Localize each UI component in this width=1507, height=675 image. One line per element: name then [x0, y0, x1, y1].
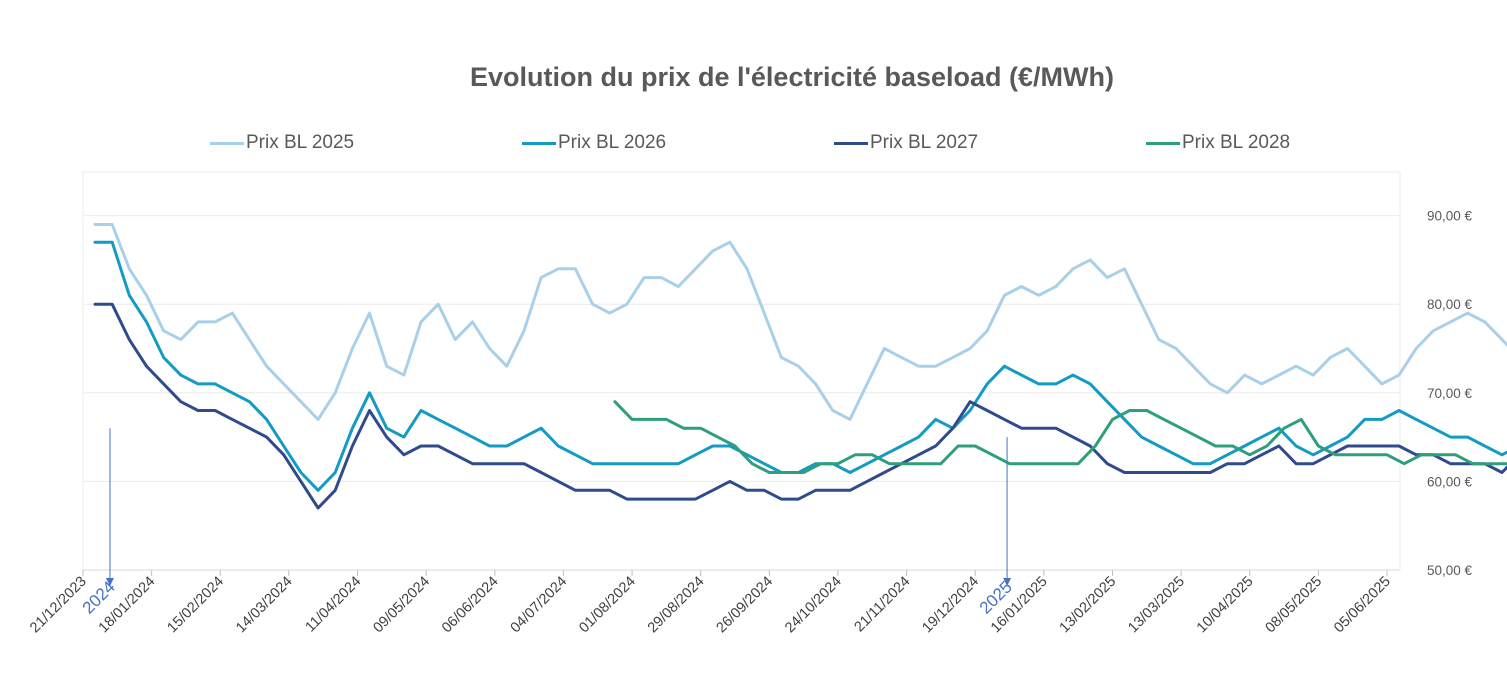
x-tick-label: 13/03/2025 — [1125, 574, 1188, 637]
legend-swatch-2025 — [210, 141, 244, 145]
x-tick-label: 04/07/2024 — [508, 574, 571, 637]
y-tick-label: 90,00 € — [1427, 209, 1473, 224]
legend-item-2026: Prix BL 2026 — [522, 132, 666, 154]
series-line-prix-bl-2027 — [93, 302, 1507, 510]
x-axis: 21/12/2023 18/01/2024 15/02/2024 14/03/2024… — [27, 569, 1400, 637]
legend-label-2027: Prix BL 2027 — [870, 132, 979, 153]
chart-title: Evolution du prix de l'électricité basel… — [469, 62, 1115, 92]
annotation-arrowhead — [1003, 578, 1012, 586]
series-line-prix-bl-2025 — [93, 223, 1507, 421]
x-tick-label: 11/04/2024 — [302, 574, 364, 636]
x-tick-label: 29/08/2024 — [645, 574, 708, 637]
legend-label-2026: Prix BL 2026 — [558, 132, 667, 153]
y-tick-label: 70,00 € — [1427, 386, 1473, 401]
legend: Prix BL 2025 Prix BL 2026 Prix BL 2027 P… — [0, 132, 1507, 160]
x-tick-label: 05/06/2025 — [1331, 574, 1394, 637]
x-tick-label: 24/10/2024 — [782, 574, 845, 637]
x-tick-label: 14/03/2024 — [233, 574, 296, 637]
series-lines — [93, 223, 1507, 510]
annotation-arrowhead — [105, 578, 114, 586]
x-tick-label: 26/09/2024 — [714, 574, 777, 637]
x-tick-label: 06/06/2024 — [439, 574, 502, 637]
legend-swatch-2028 — [1146, 141, 1180, 145]
y-tick-label: 80,00 € — [1427, 297, 1473, 312]
x-tick-label: 13/02/2025 — [1057, 574, 1120, 637]
y-tick-label: 50,00 € — [1427, 563, 1473, 578]
x-tick-label: 15/02/2024 — [164, 574, 227, 637]
x-tick-label: 19/12/2024 — [919, 574, 982, 637]
plot-frame — [82, 171, 1401, 571]
legend-swatch-2026 — [522, 141, 556, 145]
legend-item-2027: Prix BL 2027 — [834, 132, 978, 154]
series-line-prix-bl-2026 — [93, 240, 1507, 492]
legend-label-2025: Prix BL 2025 — [246, 132, 355, 153]
x-tick-label: 08/05/2025 — [1263, 574, 1326, 637]
legend-label-2028: Prix BL 2028 — [1182, 132, 1291, 153]
x-tick-label: 09/05/2024 — [370, 574, 433, 637]
legend-swatch-2027 — [834, 141, 868, 145]
series-line-prix-bl-2028 — [613, 400, 1507, 474]
y-axis: 50,00 € 60,00 € 70,00 € 80,00 € 90,00 € — [1427, 209, 1473, 578]
x-tick-label: 21/11/2024 — [852, 574, 914, 636]
y-tick-label: 60,00 € — [1427, 474, 1473, 489]
x-tick-label: 10/04/2025 — [1194, 574, 1257, 637]
legend-item-2025: Prix BL 2025 — [210, 132, 354, 154]
legend-item-2028: Prix BL 2028 — [1146, 132, 1290, 154]
x-tick-label: 01/08/2024 — [576, 574, 639, 637]
